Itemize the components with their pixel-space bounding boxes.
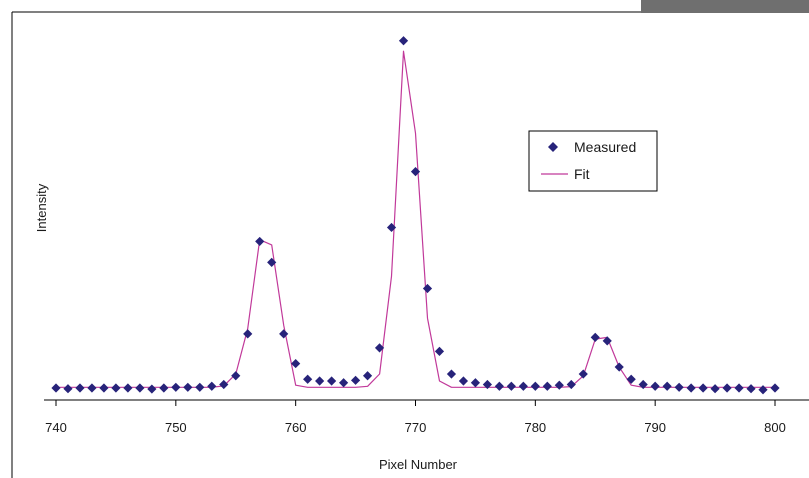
measured-point	[362, 371, 373, 381]
measured-point	[530, 381, 540, 391]
measured-point	[327, 376, 337, 386]
legend-fit-label: Fit	[574, 166, 590, 182]
measured-point	[350, 375, 361, 385]
measured-point	[542, 381, 552, 391]
measured-point	[410, 167, 421, 177]
measured-point	[422, 283, 433, 294]
measured-point	[722, 383, 732, 393]
measured-point	[614, 362, 624, 372]
measured-point	[291, 358, 301, 369]
x-tick-label: 770	[405, 420, 427, 435]
x-axis-ticks: 740 750 760 770 780 790 800	[45, 400, 786, 435]
measured-point	[650, 381, 660, 391]
measured-series	[51, 36, 780, 395]
x-tick-label: 740	[45, 420, 67, 435]
measured-point	[219, 379, 229, 390]
x-tick-label: 790	[644, 420, 666, 435]
x-tick-label: 800	[764, 420, 786, 435]
measured-point	[458, 376, 469, 386]
measured-point	[386, 222, 397, 233]
measured-point	[195, 382, 205, 392]
measured-point	[590, 332, 600, 342]
y-axis-label: Intensity	[34, 183, 49, 232]
measured-point	[51, 383, 61, 393]
measured-point	[698, 383, 708, 393]
measured-point	[171, 382, 181, 392]
fit-line	[56, 50, 775, 388]
measured-point	[398, 36, 409, 46]
legend-box	[528, 130, 658, 192]
measured-point	[147, 384, 157, 394]
measured-point	[746, 384, 756, 394]
measured-point	[87, 383, 97, 393]
measured-point	[339, 378, 349, 388]
measured-point	[602, 336, 612, 346]
measured-point	[63, 384, 73, 394]
legend-measured-marker	[548, 142, 558, 152]
measured-point	[207, 381, 217, 391]
measured-point	[123, 383, 133, 393]
measured-point	[506, 381, 516, 391]
measured-point	[758, 385, 768, 395]
measured-point	[243, 329, 253, 339]
x-tick-label: 750	[165, 420, 187, 435]
measured-point	[231, 371, 241, 381]
measured-point	[734, 383, 744, 393]
measured-point	[662, 381, 672, 391]
measured-point	[75, 383, 85, 393]
measured-point	[135, 383, 145, 393]
measured-point	[770, 383, 780, 393]
measured-point	[518, 381, 528, 391]
measured-point	[374, 343, 385, 353]
measured-point	[566, 379, 576, 390]
measured-point	[626, 374, 636, 384]
measured-point	[446, 369, 457, 379]
measured-point	[470, 378, 481, 388]
measured-point	[554, 380, 564, 390]
measured-point	[315, 376, 325, 386]
x-tick-label: 780	[524, 420, 546, 435]
measured-point	[183, 382, 193, 392]
legend: Measured Fit	[528, 130, 658, 192]
measured-point	[578, 369, 588, 379]
measured-point	[111, 383, 121, 393]
measured-point	[159, 383, 169, 393]
corner-tab	[641, 0, 809, 13]
measured-point	[279, 329, 289, 339]
fit-series	[56, 50, 775, 388]
measured-point	[267, 257, 277, 267]
measured-point	[710, 384, 720, 394]
measured-point	[303, 374, 313, 384]
x-tick-label: 760	[285, 420, 307, 435]
measured-point	[482, 379, 492, 390]
measured-point	[434, 346, 445, 356]
measured-point	[255, 236, 265, 247]
plot-frame	[11, 11, 809, 478]
measured-point	[638, 379, 648, 390]
x-axis-label: Pixel Number	[379, 457, 458, 472]
measured-point	[674, 382, 684, 392]
measured-point	[686, 383, 696, 393]
legend-measured-label: Measured	[574, 139, 636, 155]
measured-point	[99, 383, 109, 393]
measured-point	[494, 381, 504, 391]
